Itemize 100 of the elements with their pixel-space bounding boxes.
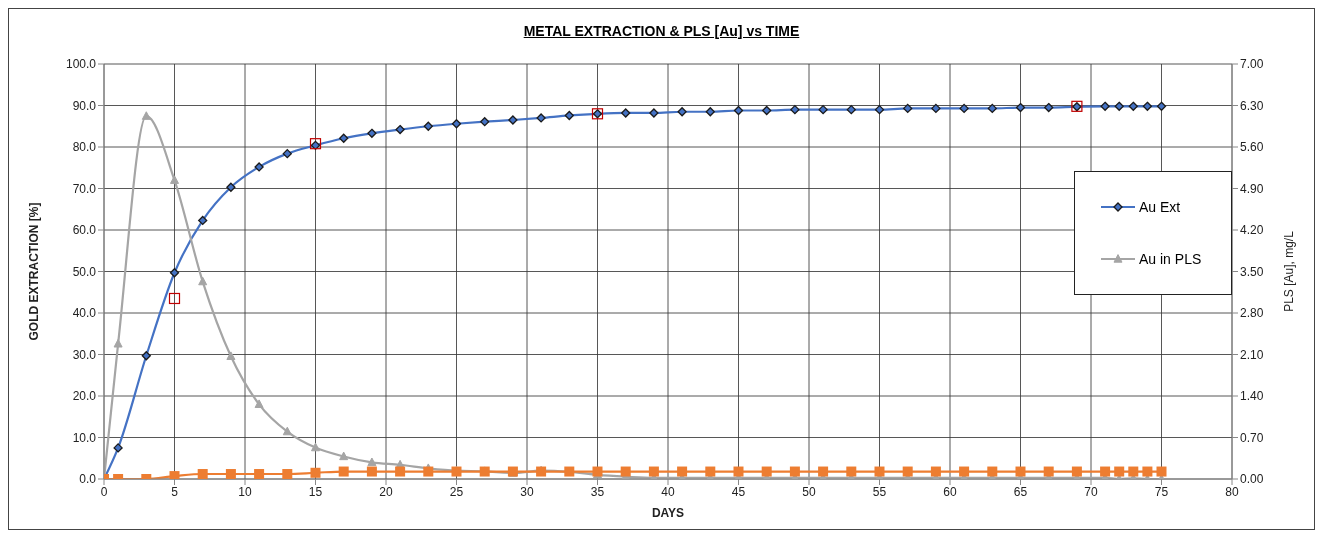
point (536, 113, 546, 123)
y-tick-label: 90.0 (72, 98, 97, 113)
y2-tick-label: 4.90 (1240, 181, 1264, 196)
point (903, 103, 913, 114)
point (1071, 466, 1082, 477)
point (677, 466, 688, 477)
point (310, 467, 321, 478)
point (282, 148, 292, 159)
point (282, 426, 292, 436)
point (423, 121, 433, 131)
point (846, 466, 857, 477)
point (1142, 101, 1153, 111)
y2-tick-label: 5.60 (1240, 140, 1264, 155)
x-tick-label: 45 (731, 484, 746, 499)
y2-tick-label: 4.20 (1240, 223, 1264, 238)
point (395, 124, 405, 135)
x-tick-label: 5 (171, 484, 179, 499)
point (170, 175, 179, 184)
x-tick-label: 60 (943, 484, 957, 499)
point (621, 108, 631, 118)
point (987, 466, 998, 477)
point (705, 466, 716, 477)
point (1043, 466, 1054, 477)
y2-tick-label: 1.40 (1240, 389, 1264, 404)
point (282, 469, 293, 479)
legend-label: Au Ext (1139, 199, 1181, 215)
point (197, 469, 208, 479)
point (367, 457, 377, 467)
y-tick-label: 60.0 (72, 223, 97, 238)
point (225, 469, 236, 479)
point (790, 105, 800, 115)
y-tick-label: 10.0 (72, 430, 97, 445)
point (254, 469, 265, 479)
point (1114, 101, 1124, 111)
point (480, 117, 490, 127)
y-tick-label: 40.0 (72, 306, 97, 321)
y2-tick-label: 0.70 (1240, 430, 1264, 445)
x-tick-label: 65 (1013, 484, 1028, 499)
point (1128, 466, 1139, 477)
point (1100, 101, 1110, 111)
point (902, 466, 913, 477)
y-tick-label: 100.0 (65, 57, 97, 72)
point (564, 110, 574, 121)
point (226, 182, 236, 192)
point (1142, 466, 1153, 477)
x-tick-label: 25 (449, 484, 464, 499)
point (226, 351, 236, 360)
point (168, 292, 181, 305)
y2-tick-label: 2.10 (1240, 347, 1264, 362)
x-tick-label: 80 (1225, 484, 1239, 499)
point (141, 351, 151, 361)
point (818, 466, 829, 477)
point (789, 466, 800, 477)
point (931, 103, 941, 114)
point (1015, 466, 1026, 477)
x-axis-title: DAYS (651, 506, 685, 520)
y-tick-label: 20.0 (72, 389, 97, 404)
point (874, 105, 885, 115)
point (367, 128, 377, 138)
point (1156, 101, 1167, 111)
legend-label: Au in PLS (1139, 251, 1202, 267)
x-tick-label: 20 (379, 484, 393, 499)
point (846, 105, 856, 115)
point (649, 108, 659, 118)
point (1128, 101, 1138, 111)
y-tick-label: 30.0 (72, 347, 97, 362)
point (423, 466, 434, 477)
point (338, 466, 349, 477)
point (169, 268, 180, 278)
point (311, 442, 320, 452)
y-tick-label: 0.0 (79, 472, 97, 487)
x-tick-label: 50 (802, 484, 816, 499)
point (169, 471, 180, 479)
point (339, 133, 349, 143)
y2-tick-label: 0.00 (1240, 472, 1264, 487)
point (987, 103, 997, 114)
x-tick-label: 55 (872, 484, 887, 499)
point (339, 451, 349, 461)
point (648, 466, 659, 477)
y2-tick-label: 2.80 (1240, 306, 1264, 321)
point (959, 103, 969, 114)
x-tick-label: 70 (1084, 484, 1098, 499)
y-tick-label: 50.0 (72, 264, 97, 279)
point (705, 107, 715, 117)
point (818, 105, 828, 115)
point (1114, 466, 1125, 477)
point (1100, 466, 1111, 477)
point (620, 466, 631, 477)
point (930, 466, 941, 477)
point (1156, 466, 1167, 477)
point (762, 105, 772, 116)
x-tick-label: 40 (661, 484, 675, 499)
x-tick-label: 35 (590, 484, 605, 499)
x-tick-label: 30 (520, 484, 534, 499)
point (254, 162, 264, 172)
x-tick-label: 10 (238, 484, 252, 499)
x-tick-label: 15 (308, 484, 323, 499)
point (451, 119, 462, 129)
point (677, 107, 687, 117)
point (395, 466, 406, 477)
